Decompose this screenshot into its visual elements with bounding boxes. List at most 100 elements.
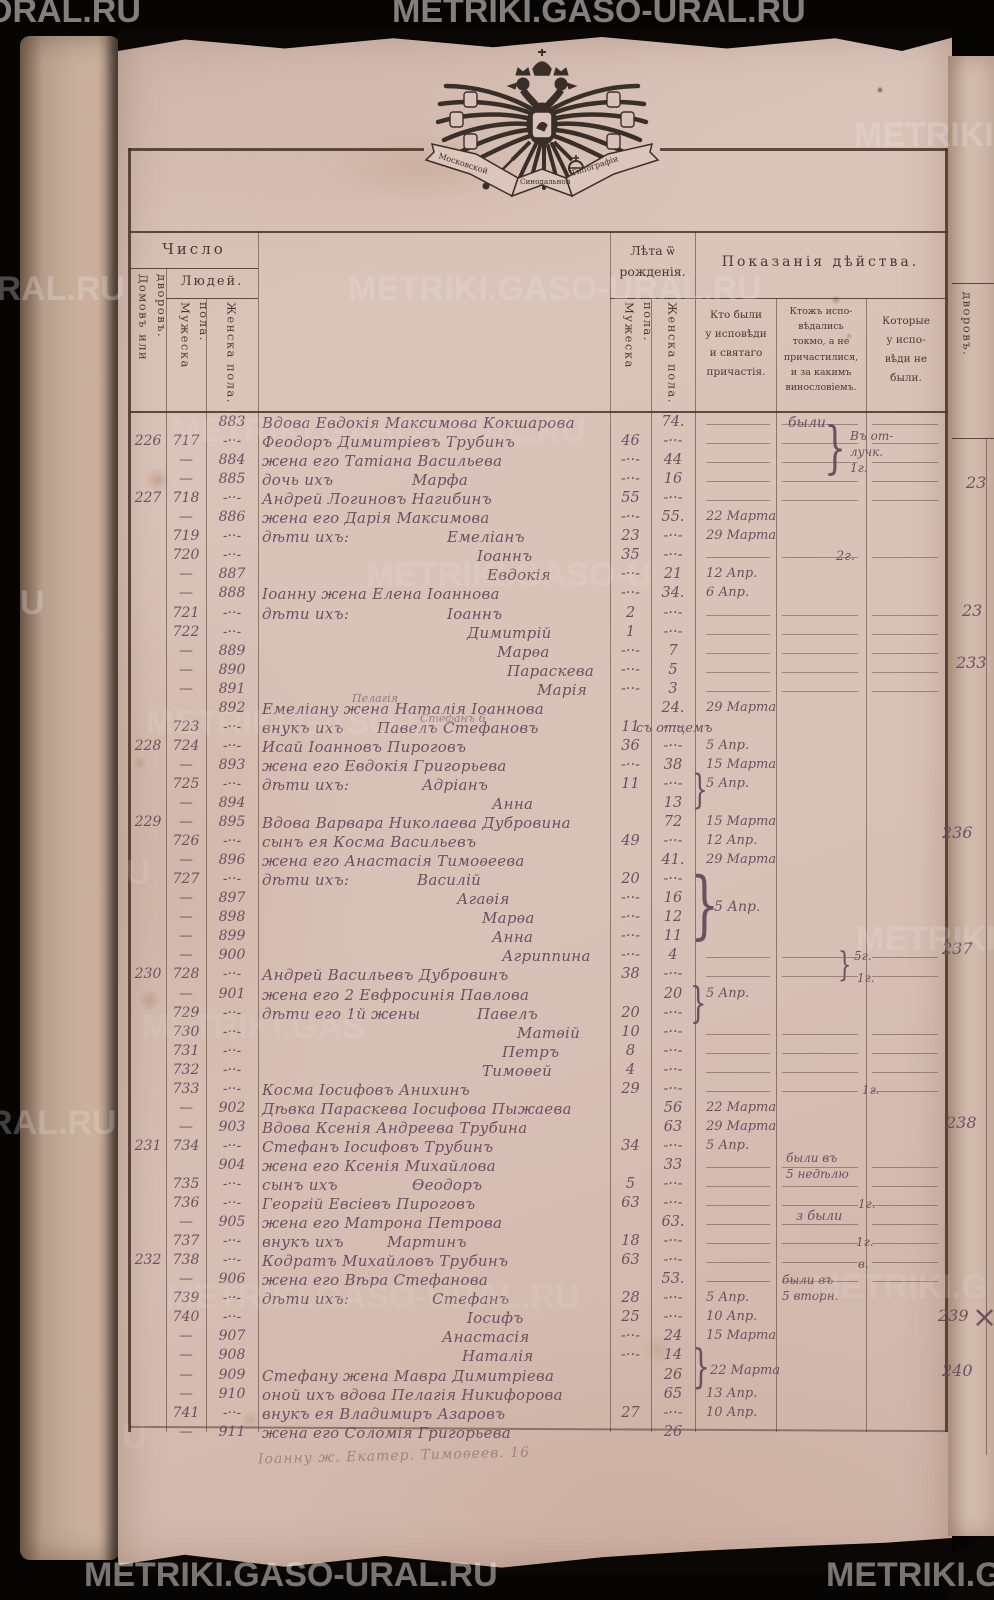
ditto-dash bbox=[872, 1262, 938, 1264]
female-number: 898 bbox=[218, 909, 246, 926]
age-female: -··- bbox=[663, 1309, 683, 1326]
register-row: 719 -··- дѣти ихъ: Емеліанъ 23 -··- 29 Марта bbox=[0, 528, 994, 547]
person-name: Стефанъ Іосифовъ Трубинъ bbox=[262, 1137, 494, 1156]
female-number: -··- bbox=[222, 1252, 242, 1269]
age-female: -··- bbox=[663, 1290, 683, 1307]
lyudej-underline bbox=[166, 298, 258, 300]
person-name: Параскева bbox=[507, 661, 595, 680]
age-female: 16 bbox=[663, 890, 683, 907]
ditto-dash bbox=[872, 1281, 938, 1283]
household-number: 228 bbox=[134, 737, 162, 754]
ditto-dash bbox=[706, 690, 770, 692]
male-number: 741 bbox=[172, 1404, 200, 1421]
age-female: 12 bbox=[663, 909, 683, 926]
grouping-brace: } bbox=[692, 1339, 711, 1393]
male-number: — bbox=[179, 1271, 193, 1288]
age-female: 44 bbox=[663, 452, 683, 469]
age-male: -··- bbox=[620, 1347, 641, 1364]
ditto-dash bbox=[872, 614, 938, 616]
ditto-dash bbox=[872, 1033, 938, 1035]
ditto-dash bbox=[872, 424, 938, 425]
age-male: 36 bbox=[621, 737, 640, 754]
female-number: -··- bbox=[222, 718, 242, 735]
next-page-household-number: 239 bbox=[938, 1306, 969, 1325]
chislo-underline bbox=[130, 268, 258, 270]
person-name: Матѳій bbox=[517, 1023, 581, 1042]
confession-date: 15 Марта bbox=[706, 814, 777, 830]
handwritten-note: 1г. bbox=[862, 1083, 880, 1097]
female-number: -··- bbox=[222, 871, 242, 888]
ditto-dash bbox=[706, 1243, 770, 1245]
person-name: Емеліанъ bbox=[447, 528, 525, 547]
register-row: — 911 жена его Соломія Григорьева 26 bbox=[0, 1424, 994, 1443]
handwritten-note: 22 Марта bbox=[710, 1363, 781, 1378]
eagle-head-left-icon bbox=[516, 77, 530, 91]
register-row: 228 724 -··- Исай Іоанновъ Пироговъ 36 -··- 5 … bbox=[0, 738, 994, 757]
household-number: 232 bbox=[134, 1252, 162, 1269]
male-number: — bbox=[179, 928, 193, 945]
person-name: Тимоѳей bbox=[482, 1061, 553, 1080]
register-row: — 889 Марѳа -··- 7 bbox=[0, 643, 994, 662]
register-row: — 897 Агаѳія -··- 16 bbox=[0, 890, 994, 909]
female-number: -··- bbox=[222, 547, 242, 564]
age-male: 27 bbox=[621, 1404, 640, 1421]
person-name: дѣти ихъ: bbox=[262, 775, 350, 794]
handwritten-note: в. bbox=[858, 1257, 869, 1271]
male-number: — bbox=[179, 1366, 193, 1383]
female-number: -··- bbox=[222, 833, 242, 850]
age-female: 53. bbox=[661, 1271, 685, 1288]
male-number: — bbox=[179, 1347, 193, 1364]
male-number: 735 bbox=[172, 1176, 200, 1192]
age-female: 26 bbox=[663, 1423, 683, 1440]
header-lyudej: Людей. bbox=[180, 274, 244, 289]
female-number: -··- bbox=[222, 1061, 242, 1078]
age-male: 25 bbox=[621, 1309, 640, 1326]
confession-date: 10 Апр. bbox=[706, 1404, 758, 1420]
register-row: 733 -··- Косма Іосифовъ Анихинъ 29 -··- bbox=[0, 1081, 994, 1100]
next-page-line bbox=[952, 283, 994, 285]
header-zhen-left: Женска пола. bbox=[224, 302, 239, 404]
person-name: жена его Евдокія Григорьева bbox=[262, 756, 507, 775]
male-number: — bbox=[179, 985, 193, 1002]
handwritten-note: были bbox=[788, 415, 826, 431]
ditto-dash bbox=[872, 690, 938, 692]
male-number: 726 bbox=[172, 833, 200, 850]
confession-date: 12 Апр. bbox=[706, 833, 758, 849]
register-row: — 910 оной ихъ вдова Пелагія Никифорова 65 1… bbox=[0, 1386, 994, 1405]
register-row: — 887 Евдокія -··- 21 12 Апр. bbox=[0, 566, 994, 585]
header-top-line bbox=[130, 231, 948, 233]
ditto-dash bbox=[706, 481, 770, 483]
ditto-dash bbox=[782, 1186, 858, 1187]
person-name: внукъ ея Владимиръ Азаровъ bbox=[262, 1404, 506, 1423]
male-number: — bbox=[179, 661, 193, 678]
crown-cross-icon bbox=[538, 49, 546, 56]
previous-page-edge bbox=[20, 36, 120, 1560]
person-name: Кодратъ Михайловъ Трубинъ bbox=[262, 1252, 509, 1271]
header-muzh-right: Мужеска пола. bbox=[622, 302, 655, 369]
person-name: дочь ихъ bbox=[262, 471, 334, 490]
handwritten-note: 5 Апр. bbox=[714, 899, 761, 915]
ditto-dash bbox=[872, 671, 938, 673]
female-number: -··- bbox=[222, 775, 242, 792]
register-row: 729 -··- дѣти его 1й жены Павелъ 20 -··- bbox=[0, 1005, 994, 1024]
age-male: 8 bbox=[625, 1042, 636, 1059]
register-row: — 894 Анна 13 bbox=[0, 795, 994, 814]
ditto-dash bbox=[706, 1033, 770, 1035]
handwritten-note: 1г. bbox=[857, 971, 875, 985]
ditto-dash bbox=[706, 1186, 770, 1187]
age-male: -··- bbox=[620, 928, 641, 945]
confession-date: 29 Марта bbox=[706, 528, 777, 544]
age-male: 63 bbox=[621, 1252, 640, 1269]
person-name: Евдокія bbox=[487, 566, 552, 585]
female-number: 891 bbox=[218, 680, 246, 697]
age-male: -··- bbox=[620, 566, 641, 583]
age-female: -··- bbox=[663, 1252, 683, 1269]
person-name: Феодоръ Димитріевъ Трубинъ bbox=[262, 433, 516, 452]
register-row: — 906 жена его Вѣра Стефанова 53. bbox=[0, 1271, 994, 1290]
register-row: — 905 жена его Матрона Петрова 63. bbox=[0, 1214, 994, 1233]
ditto-dash bbox=[872, 957, 938, 959]
person-name: Марія bbox=[537, 680, 588, 699]
age-male: 20 bbox=[621, 1004, 640, 1021]
ditto-dash bbox=[782, 1052, 858, 1054]
male-number: — bbox=[179, 1214, 193, 1231]
